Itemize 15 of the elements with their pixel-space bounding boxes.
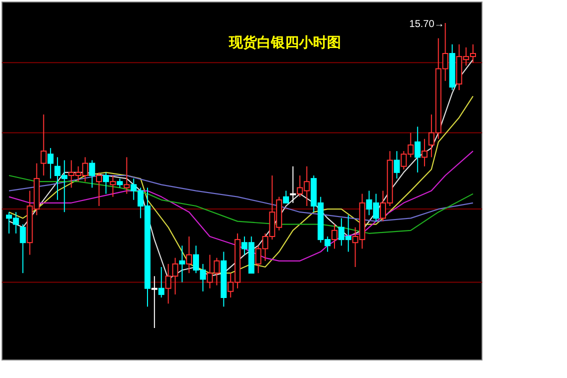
- candlestick: [151, 276, 158, 328]
- candlestick: [40, 114, 47, 176]
- candlestick: [48, 148, 54, 180]
- candlestick: [124, 156, 130, 194]
- candlestick: [110, 175, 116, 198]
- candlestick: [290, 166, 296, 204]
- candlestick: [179, 245, 186, 283]
- candlestick: [414, 126, 421, 173]
- candlestick: [394, 150, 400, 180]
- candlestick: [331, 224, 338, 250]
- candlestick: [422, 138, 428, 167]
- text: 现货白银四小时图: [228, 35, 341, 51]
- annotation: 15.70→: [409, 19, 444, 30]
- candlestick: [220, 251, 227, 308]
- candlestick: [186, 236, 192, 274]
